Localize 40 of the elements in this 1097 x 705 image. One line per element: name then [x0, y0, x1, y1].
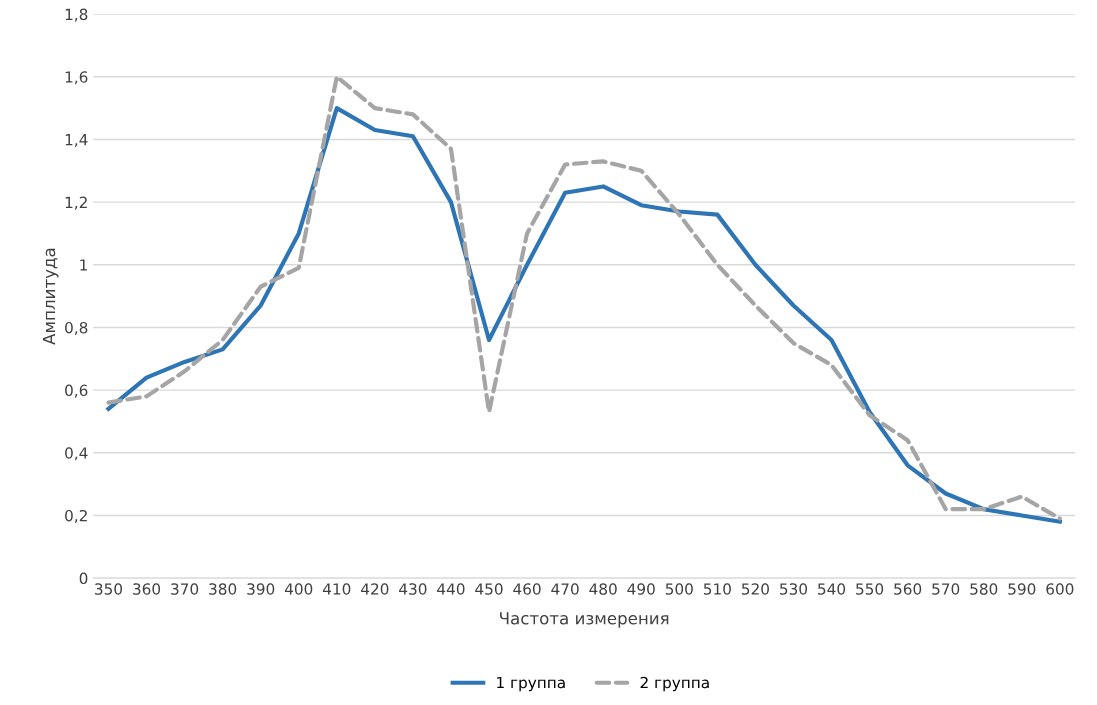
x-tick-label: 430: [399, 583, 427, 595]
x-tick-label: 490: [627, 583, 655, 595]
y-axis-title: Амплитуда: [42, 248, 59, 345]
x-tick-label: 590: [1008, 583, 1036, 595]
x-tick-label: 470: [551, 583, 579, 595]
legend-label: 1 группа: [497, 676, 565, 692]
y-tick-label: 0,8: [65, 321, 88, 336]
x-tick-label: 510: [703, 583, 731, 595]
x-tick-label: 520: [742, 583, 769, 595]
x-tick-label: 560: [894, 583, 922, 595]
y-tick-label: 1: [80, 259, 87, 271]
x-tick-label: 600: [1046, 583, 1074, 595]
y-tick-label: 0: [79, 572, 88, 585]
legend-label: 2 группа: [640, 676, 709, 692]
x-tick-label: 450: [475, 583, 503, 595]
y-tick-label: 0,2: [65, 509, 87, 524]
x-tick-label: 400: [284, 583, 313, 595]
x-tick-label: 530: [780, 583, 808, 595]
x-tick-label: 440: [437, 583, 465, 595]
x-axis-title: Частота измерения: [500, 612, 669, 628]
y-tick-label: 1,8: [65, 8, 88, 22]
y-tick-label: 0,6: [65, 384, 88, 398]
x-tick-label: 380: [209, 583, 237, 595]
y-tick-label: 1,6: [65, 71, 88, 85]
x-tick-label: 360: [133, 583, 161, 595]
x-tick-label: 550: [856, 583, 884, 595]
x-tick-label: 350: [95, 583, 123, 595]
y-tick-label: 0,4: [65, 447, 88, 461]
x-tick-label: 480: [589, 583, 617, 595]
x-tick-label: 500: [665, 583, 693, 595]
x-tick-label: 390: [247, 583, 275, 595]
x-tick-label: 420: [361, 583, 389, 595]
x-tick-label: 580: [970, 583, 998, 595]
x-tick-label: 410: [322, 583, 351, 595]
y-tick-label: 1,2: [65, 196, 87, 210]
x-tick-label: 370: [171, 583, 199, 595]
x-tick-label: 570: [932, 583, 960, 595]
x-tick-label: 540: [818, 583, 846, 595]
y-tick-label: 1,4: [65, 134, 88, 148]
x-tick-label: 460: [513, 583, 541, 595]
